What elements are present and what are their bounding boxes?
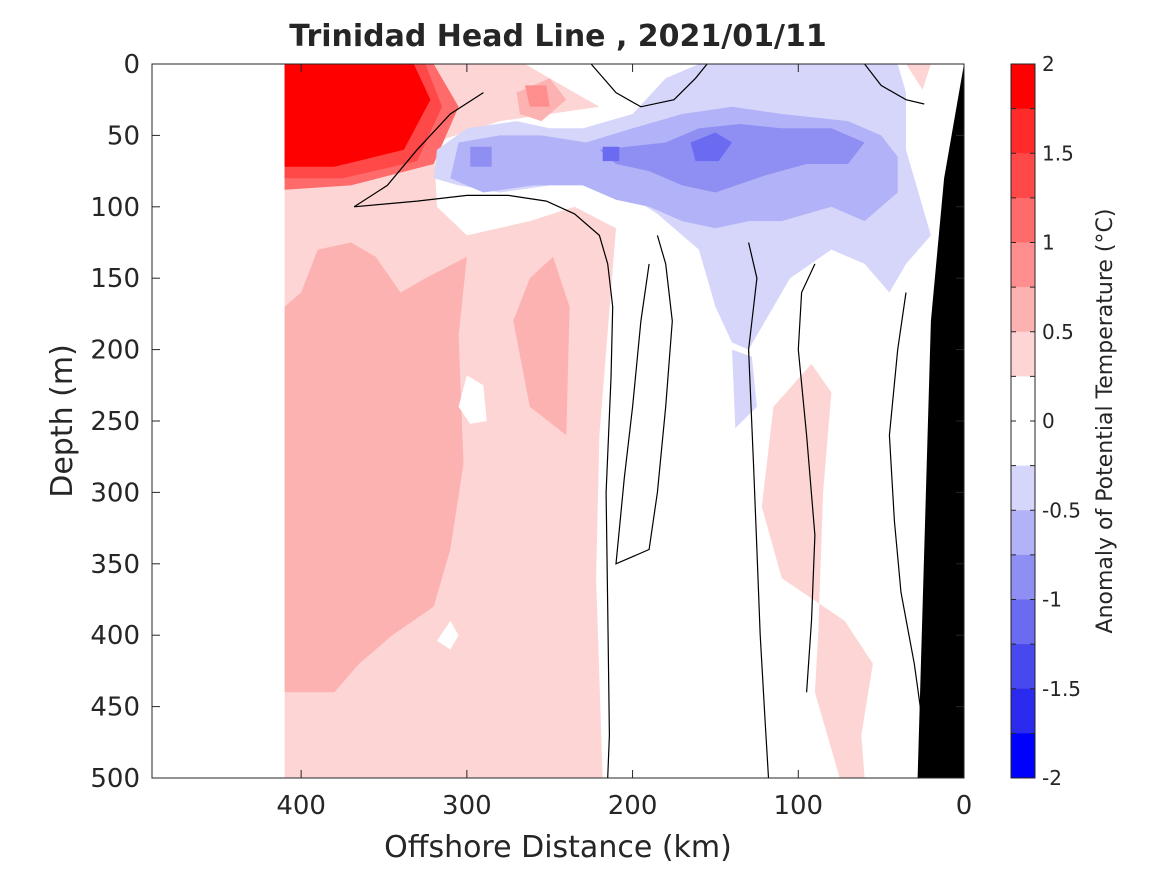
anomaly-region-1 xyxy=(906,64,931,90)
y-tick-label: 300 xyxy=(90,478,140,508)
anomaly-region-14 xyxy=(602,146,620,162)
x-tick-label: 400 xyxy=(276,791,326,821)
colorbar-segment xyxy=(1011,599,1035,645)
neutral-region-0 xyxy=(458,375,487,424)
y-tick-label: 50 xyxy=(107,121,140,151)
y-tick-label: 250 xyxy=(90,407,140,437)
colorbar-segment xyxy=(1011,108,1035,154)
y-tick-label: 450 xyxy=(90,693,140,723)
colorbar-label: Anomaly of Potential Temperature (°C) xyxy=(1093,209,1118,634)
anomaly-region-9 xyxy=(284,64,431,167)
y-tick-label: 400 xyxy=(90,621,140,651)
colorbar-segment xyxy=(1011,197,1035,243)
colorbar-segment xyxy=(1011,421,1035,467)
seafloor-mask xyxy=(917,64,964,778)
x-axis-label: Offshore Distance (km) xyxy=(384,830,732,865)
colorbar-tick-label: 2 xyxy=(1042,52,1055,76)
y-tick-label: 150 xyxy=(90,264,140,294)
colorbar: 2 1.5 1 0.5 0 -0.5 -1 -1.5 -2 xyxy=(1010,52,1081,790)
colorbar-segment xyxy=(1011,376,1035,422)
colorbar-segment xyxy=(1011,64,1035,110)
zero-contour-3 xyxy=(747,242,770,778)
y-axis-ticks: 0 50 100 150 200 250 300 350 400 450 500 xyxy=(90,50,964,794)
colorbar-segment xyxy=(1011,733,1035,779)
anomaly-region-13 xyxy=(690,132,732,162)
zero-contour-lines xyxy=(353,64,925,778)
colorbar-segment xyxy=(1011,644,1035,690)
zero-contour-1 xyxy=(590,64,708,108)
colorbar-tick-label: 1.5 xyxy=(1042,141,1074,165)
x-axis-ticks: 400 300 200 100 0 xyxy=(276,64,972,821)
colorbar-frame xyxy=(1010,63,1036,779)
x-tick-label: 100 xyxy=(773,791,823,821)
anomaly-region-2 xyxy=(761,363,873,778)
colorbar-tick-label: -1 xyxy=(1042,588,1062,612)
zero-contour-4 xyxy=(797,263,816,693)
y-tick-label: 200 xyxy=(90,336,140,366)
x-tick-label: 300 xyxy=(442,791,492,821)
bathymetry-mask xyxy=(917,64,964,778)
y-axis-label: Depth (m) xyxy=(45,344,80,498)
zero-contour-5 xyxy=(888,292,925,736)
zero-contour-0 xyxy=(353,92,614,778)
colorbar-segment xyxy=(1011,465,1035,511)
y-tick-label: 0 xyxy=(123,50,140,80)
x-tick-label: 200 xyxy=(608,791,658,821)
colorbar-segment xyxy=(1011,153,1035,199)
neutral-region-1 xyxy=(437,620,459,650)
colorbar-segment xyxy=(1011,688,1035,734)
y-tick-label: 100 xyxy=(90,193,140,223)
zero-contour-2 xyxy=(615,235,673,565)
colorbar-tick-label: 0.5 xyxy=(1042,320,1074,344)
anomaly-contour-fill xyxy=(284,64,931,778)
chart-title: Trinidad Head Line , 2021/01/11 xyxy=(289,19,826,54)
x-tick-label: 0 xyxy=(956,791,973,821)
colorbar-tick-label: 0 xyxy=(1042,409,1055,433)
y-tick-label: 500 xyxy=(90,764,140,794)
anomaly-region-6 xyxy=(524,85,550,107)
anomaly-region-3 xyxy=(284,242,467,693)
colorbar-segment xyxy=(1011,554,1035,600)
colorbar-tick-label: -1.5 xyxy=(1042,677,1081,701)
anomaly-region-12 xyxy=(599,124,865,193)
anomaly-region-4 xyxy=(513,256,570,436)
colorbar-tick-label: -2 xyxy=(1042,766,1062,790)
colorbar-segment xyxy=(1011,242,1035,288)
colorbar-segment xyxy=(1011,287,1035,333)
colorbar-tick-label: -0.5 xyxy=(1042,498,1081,522)
y-tick-label: 350 xyxy=(90,550,140,580)
colorbar-segment xyxy=(1011,510,1035,556)
colorbar-tick-label: 1 xyxy=(1042,231,1055,255)
anomaly-region-15 xyxy=(470,146,492,167)
colorbar-segment xyxy=(1011,331,1035,377)
zero-contour-6 xyxy=(864,64,925,105)
